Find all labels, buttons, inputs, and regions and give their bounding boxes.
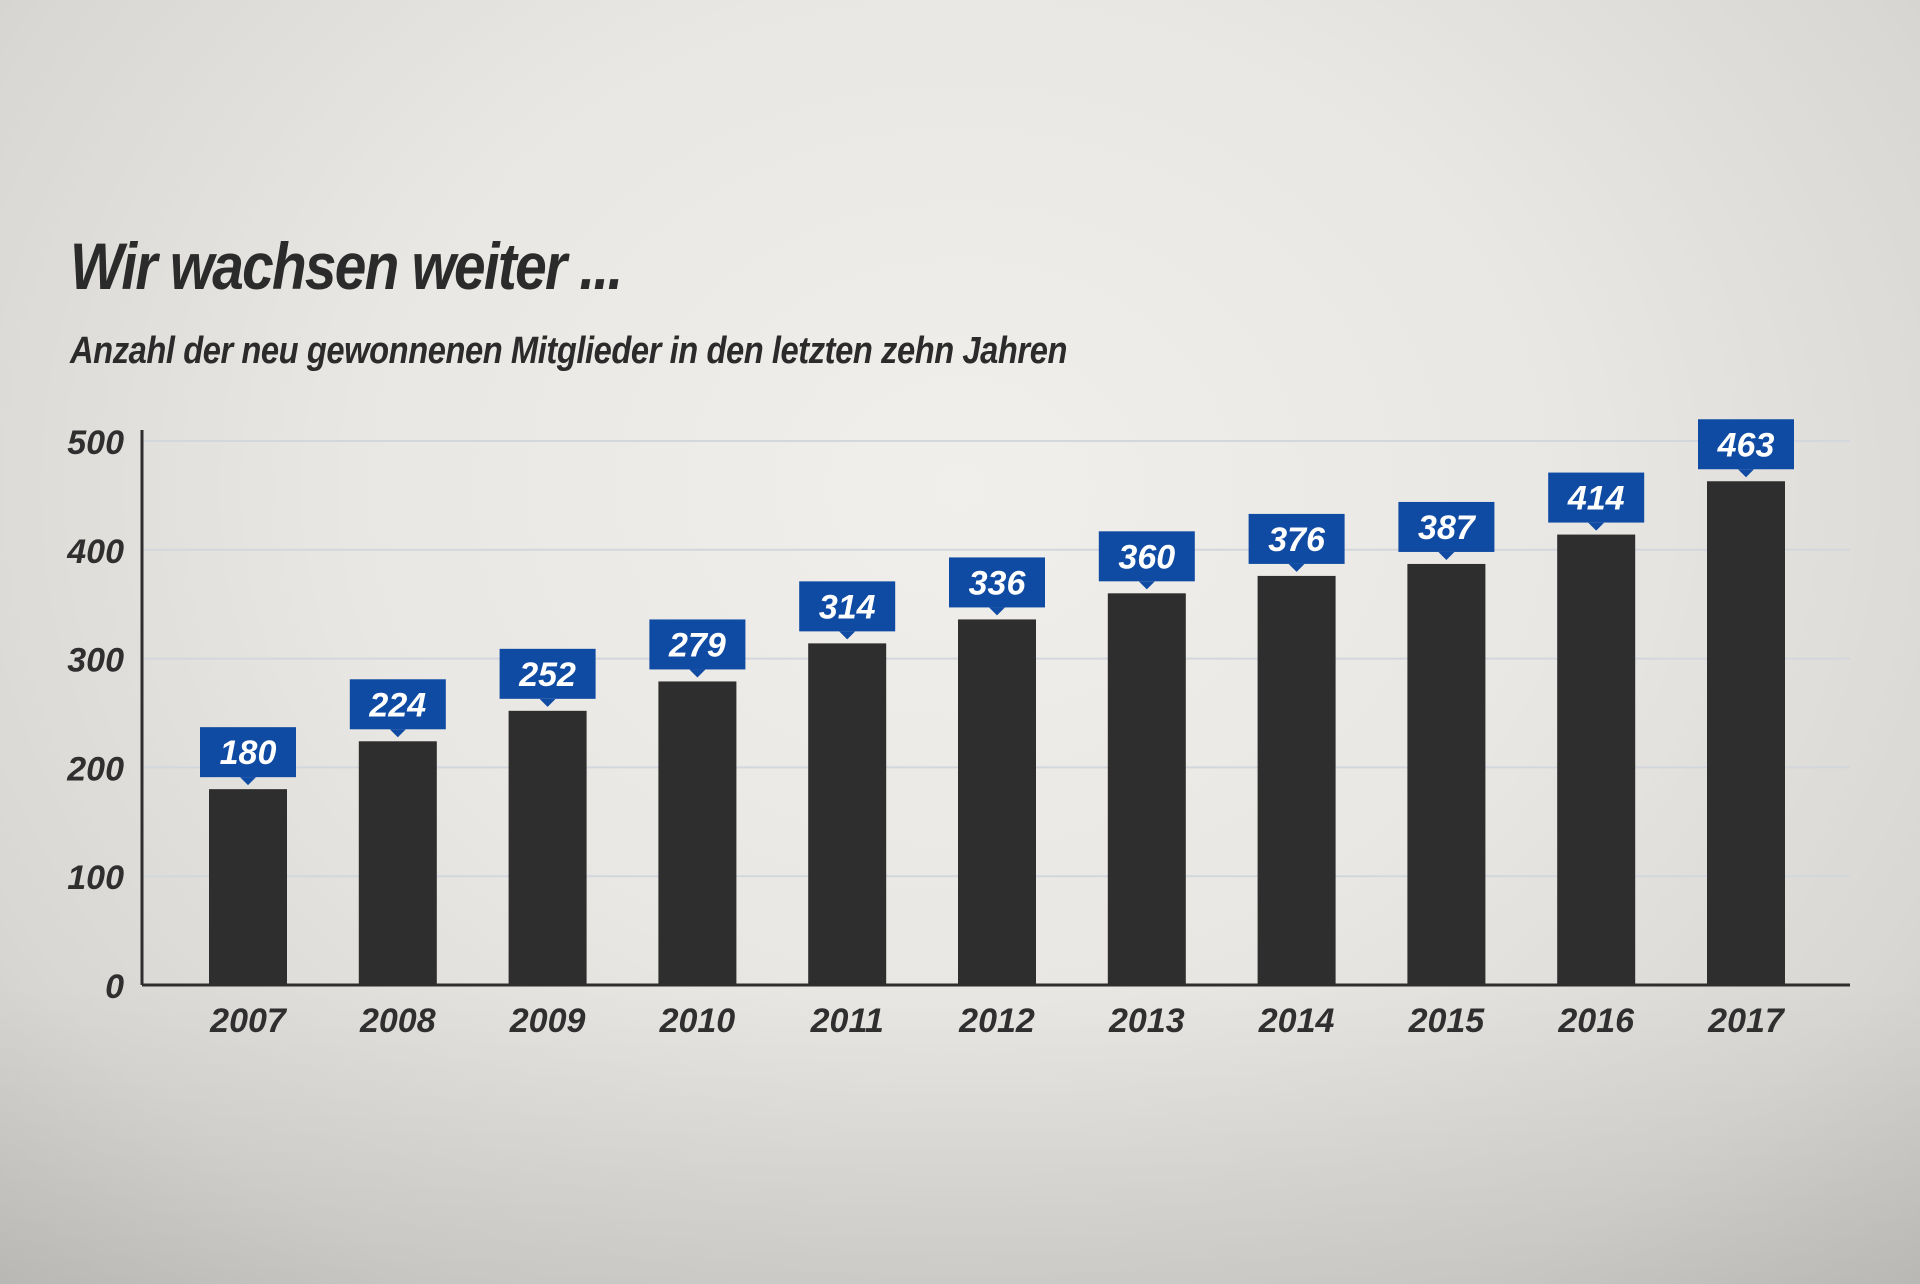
data-label-box	[649, 619, 746, 670]
data-label-box	[349, 679, 446, 730]
axes: 0 100 200 300 400 500 2007 2008 2009 2010 2011 2012…	[66, 424, 1850, 1040]
data-label-pointer	[839, 631, 856, 640]
bars	[209, 481, 1785, 985]
data-label-pointer	[1438, 551, 1455, 560]
bar	[508, 710, 587, 985]
data-label-box	[1248, 513, 1345, 564]
y-tick-label: 500	[67, 424, 124, 462]
x-tick-label: 2017	[1707, 1002, 1786, 1040]
data-label-box	[200, 727, 296, 778]
data-label-pointer	[240, 777, 256, 786]
x-tick-label: 2014	[1258, 1002, 1335, 1040]
x-tick-label: 2007	[209, 1002, 288, 1040]
y-tick-label: 200	[66, 750, 124, 788]
data-label: 414	[1567, 480, 1625, 518]
bar	[1557, 534, 1636, 985]
data-label: 180	[220, 734, 277, 772]
bar	[808, 643, 887, 985]
y-tick-label: 400	[66, 533, 124, 571]
data-label-box	[1098, 531, 1195, 582]
data-label: 314	[819, 588, 876, 626]
y-tick-label: 100	[67, 859, 124, 897]
bar	[358, 741, 437, 985]
bar	[658, 681, 737, 985]
y-tick-label: 0	[105, 968, 124, 1006]
data-label: 252	[518, 656, 576, 694]
bar	[1107, 593, 1186, 985]
x-tick-label: 2015	[1408, 1002, 1486, 1040]
data-label-box	[499, 648, 596, 699]
y-tick-label: 300	[67, 642, 124, 680]
bar	[1257, 575, 1336, 985]
bar	[209, 789, 287, 985]
data-label-pointer	[1138, 581, 1155, 590]
data-label-box	[949, 557, 1045, 608]
data-label: 376	[1268, 521, 1326, 559]
data-label-pointer	[989, 607, 1005, 616]
x-tick-label: 2008	[359, 1002, 436, 1040]
data-label: 336	[969, 564, 1027, 602]
data-label: 224	[368, 686, 426, 724]
data-labels: 180 224 252 279 314 336 360 376 387 414 463	[200, 419, 1794, 786]
bar	[1407, 563, 1486, 985]
data-label-pointer	[1288, 563, 1305, 572]
x-tick-label: 2012	[958, 1002, 1035, 1040]
data-label-pointer	[1738, 469, 1754, 478]
x-tick-label: 2011	[810, 1002, 884, 1040]
data-label-box	[1398, 501, 1495, 552]
data-label-pointer	[1588, 522, 1605, 531]
data-label-box	[1698, 419, 1794, 470]
x-tick-label: 2010	[659, 1002, 736, 1040]
data-label-box	[1548, 472, 1645, 523]
data-label: 279	[668, 626, 726, 664]
data-label: 360	[1118, 538, 1175, 576]
data-label-pointer	[389, 729, 406, 738]
data-label: 387	[1418, 509, 1477, 547]
data-label-pointer	[689, 669, 706, 678]
bar	[1707, 481, 1785, 985]
x-tick-label: 2009	[509, 1002, 586, 1040]
data-label-box	[799, 581, 896, 632]
x-tick-label: 2016	[1557, 1002, 1635, 1040]
data-label-pointer	[539, 698, 556, 707]
bar	[958, 619, 1036, 985]
data-label: 463	[1717, 426, 1775, 464]
x-tick-label: 2013	[1108, 1002, 1185, 1040]
chart-subtitle: Anzahl der neu gewonnenen Mitglieder in …	[70, 330, 1068, 372]
chart-title: Wir wachsen weiter ...	[70, 229, 623, 303]
